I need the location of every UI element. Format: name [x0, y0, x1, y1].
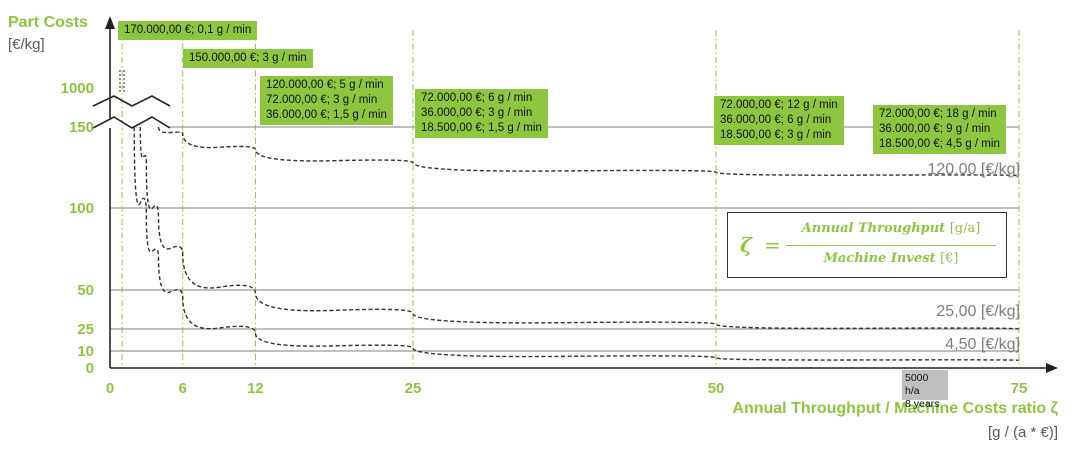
cost-box-line: 170.000,00 €; 0,1 g / min: [124, 24, 252, 36]
axis-break-upper: [92, 95, 171, 107]
cost-box-line: 72.000,00 €; 18 g / min: [879, 108, 997, 120]
numerator-text: Annual Throughput: [801, 221, 946, 236]
y-tick-label: 1000: [61, 80, 94, 97]
x-tick-label: 6: [179, 380, 187, 397]
x-axis-unit: [g / (a * €)]: [987, 424, 1058, 441]
formula-denominator: Machine Invest [€]: [786, 251, 996, 266]
cost-box-line: 18.500,00 €; 1,5 g / min: [421, 122, 542, 134]
cost-box-line: 120.000,00 €; 5 g / min: [266, 79, 384, 91]
cost-box-line: 72.000,00 €; 6 g / min: [421, 92, 533, 104]
series-curve: [133, 126, 1020, 362]
formula-symbol: ζ: [740, 233, 752, 257]
cost-box-x6: 150.000,00 €; 3 g / min: [183, 49, 313, 68]
denominator-unit: [€]: [940, 251, 959, 266]
cost-box-line: 150.000,00 €; 3 g / min: [189, 52, 307, 64]
cost-box-line: 36.000,00 €; 6 g / min: [720, 114, 832, 126]
y-tick-label: 50: [77, 282, 94, 299]
x-tick-label: 12: [247, 380, 264, 397]
cost-box-line: 18.500,00 €; 4,5 g / min: [879, 138, 1000, 150]
y-tick-label: 0: [86, 360, 94, 377]
y-tick-label: 10: [77, 343, 94, 360]
cost-box-line: 18.500,00 €; 3 g / min: [720, 129, 832, 141]
x-axis-title: Annual Throughput / Machine Costs ratio …: [732, 400, 1058, 417]
cost-box-x25: 72.000,00 €; 6 g / min 36.000,00 €; 3 g …: [415, 89, 548, 138]
cost-box-line: 72.000,00 €; 12 g / min: [720, 99, 838, 111]
y-axis-arrow: [105, 16, 115, 29]
cost-box-x12: 120.000,00 €; 5 g / min 72.000,00 €; 3 g…: [260, 76, 393, 125]
series-end-label: 4,50 [€/kg]: [945, 336, 1020, 353]
y-tick-label: 100: [69, 200, 94, 217]
cost-box-line: 36.000,00 €; 1,5 g / min: [266, 109, 387, 121]
cost-box-line: 72.000,00 €; 3 g / min: [266, 94, 378, 106]
y-axis-title: Part Costs: [8, 14, 89, 31]
fraction-bar: [786, 245, 996, 246]
formula-numerator: Annual Throughput [g/a]: [786, 221, 996, 236]
y-axis-unit: [€/kg]: [8, 36, 45, 53]
y-tick-label: 25: [77, 321, 94, 338]
marker-line: 5000 h/a: [905, 372, 929, 397]
x-tick-label: 0: [106, 380, 114, 397]
y-tick-label: 150: [69, 119, 94, 136]
series-end-label: 120,00 [€/kg]: [927, 161, 1020, 178]
denominator-text: Machine Invest: [823, 251, 936, 266]
cost-box-x75: 72.000,00 €; 18 g / min 36.000,00 €; 9 g…: [873, 105, 1006, 154]
formula-equals: =: [764, 233, 781, 257]
series-curve: [157, 126, 1020, 177]
cost-box-x1: 170.000,00 €; 0,1 g / min: [118, 21, 258, 40]
cost-box-line: 36.000,00 €; 9 g / min: [879, 123, 991, 135]
cost-box-x50: 72.000,00 €; 12 g / min 36.000,00 €; 6 g…: [714, 96, 844, 145]
series-curve: [139, 126, 1020, 330]
x-tick-label: 25: [405, 380, 422, 397]
series-end-label: 25,00 [€/kg]: [936, 303, 1020, 320]
axis-break-lower: [92, 116, 171, 129]
numerator-unit: [g/a]: [949, 221, 981, 236]
x-tick-label: 50: [708, 380, 725, 397]
x-tick-label: 75: [1011, 380, 1028, 397]
zeta-formula: ζ = Annual Throughput [g/a] Machine Inve…: [727, 212, 1007, 278]
marker-line: 8 years: [905, 398, 940, 410]
x-axis-arrow: [1046, 363, 1058, 373]
cost-box-line: 36.000,00 €; 3 g / min: [421, 107, 533, 119]
operating-condition-marker: 5000 h/a 8 years: [902, 370, 948, 410]
